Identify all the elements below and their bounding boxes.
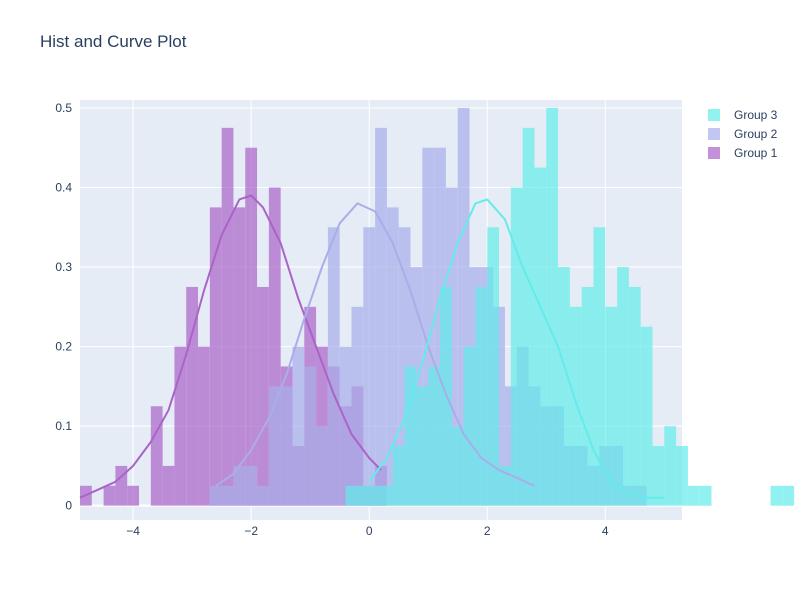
histogram-bar — [257, 286, 269, 506]
histogram-bar — [628, 286, 641, 506]
histogram-bar — [186, 286, 199, 506]
histogram-bar — [593, 227, 606, 506]
histogram-bar — [687, 485, 700, 506]
legend-label: Group 2 — [734, 127, 778, 141]
histogram-bar — [221, 485, 234, 506]
x-axis: −4 −2 0 2 4 — [126, 524, 609, 538]
histogram-bar — [363, 227, 376, 506]
x-tick-label: −2 — [244, 524, 258, 538]
histogram-bar — [369, 485, 381, 506]
histogram-bar — [351, 306, 364, 506]
histogram-bar — [233, 465, 246, 506]
histogram-bar — [209, 485, 222, 506]
legend-item[interactable]: Group 3 — [708, 108, 778, 122]
histogram-bar — [345, 485, 358, 506]
histogram-bar — [504, 386, 517, 506]
density-curve-group-3 — [368, 198, 665, 499]
x-tick-label: −4 — [126, 524, 140, 538]
histogram-bar — [404, 366, 417, 506]
legend[interactable]: Group 3 Group 2 Group 1 — [708, 108, 778, 160]
histogram-bar — [221, 127, 234, 506]
histogram-bar — [316, 426, 328, 506]
x-tick-label: 2 — [484, 524, 491, 538]
legend-label: Group 1 — [734, 146, 778, 160]
histogram-bar — [386, 207, 399, 506]
density-curves — [79, 194, 665, 499]
histogram-bar — [664, 426, 677, 506]
histogram-bar — [174, 346, 187, 506]
y-tick-label: 0 — [65, 499, 72, 513]
histogram-bar — [569, 306, 582, 506]
histogram-bar — [605, 306, 618, 506]
x-tick-label: 4 — [602, 524, 609, 538]
histogram-bar — [233, 207, 246, 506]
histogram-bar — [339, 346, 352, 506]
histogram-bar — [103, 485, 116, 506]
histogram-bar — [487, 227, 500, 506]
density-curve-group-2 — [215, 202, 535, 487]
histogram-bar — [162, 465, 175, 506]
histogram-bar — [416, 386, 429, 506]
histogram-bar — [499, 465, 511, 506]
histogram-bar — [245, 465, 258, 506]
histogram-bar — [392, 446, 405, 506]
histogram-bar — [209, 207, 222, 506]
y-tick-label: 0.1 — [55, 419, 72, 433]
histogram-bar — [280, 386, 293, 506]
histogram-bar — [581, 286, 594, 506]
histogram-bar — [245, 147, 258, 506]
histogram-bar — [428, 366, 441, 506]
histogram-bar — [268, 187, 281, 506]
histogram-bar — [327, 227, 340, 506]
histogram-bar — [115, 465, 128, 506]
histogram-bar — [381, 485, 393, 506]
histogram-bar — [782, 485, 795, 506]
histogram-bar — [617, 267, 629, 506]
y-tick-label: 0.2 — [55, 340, 72, 354]
histogram-bar — [676, 446, 688, 506]
legend-swatch — [708, 128, 720, 140]
y-tick-label: 0.5 — [55, 101, 72, 115]
histogram-bar — [268, 386, 281, 506]
histogram-bar — [640, 326, 653, 506]
histogram-bar — [510, 187, 523, 506]
histogram-bar — [699, 485, 712, 506]
histogram-bar — [546, 107, 559, 506]
histogram-bar — [127, 485, 140, 506]
histogram-bar — [198, 346, 210, 506]
histogram-bar — [375, 127, 387, 506]
legend-item[interactable]: Group 2 — [708, 127, 778, 141]
histogram-bar — [558, 267, 570, 506]
legend-label: Group 3 — [734, 108, 778, 122]
histogram-bar — [357, 485, 370, 506]
chart-title: Hist and Curve Plot — [40, 32, 187, 51]
legend-item[interactable]: Group 1 — [708, 146, 778, 160]
histogram-bar — [534, 167, 547, 506]
histogram-bar — [434, 147, 446, 506]
density-curve-group-1 — [79, 194, 382, 499]
y-axis: 0 0.1 0.2 0.3 0.4 0.5 — [55, 101, 72, 513]
histogram-bar — [304, 366, 317, 506]
histogram-bar — [150, 406, 163, 506]
histogram-bar — [451, 426, 464, 506]
y-tick-label: 0.3 — [55, 260, 72, 274]
y-tick-label: 0.4 — [55, 181, 72, 195]
histogram-bar — [493, 306, 505, 506]
x-tick-label: 0 — [366, 524, 373, 538]
histogram-bar — [652, 446, 665, 506]
histogram-bar — [292, 346, 305, 506]
histogram-bar — [257, 485, 269, 506]
histogram-bar — [422, 147, 435, 506]
histogram-bar — [770, 485, 783, 506]
histogram-bar — [463, 346, 476, 506]
legend-swatch — [708, 109, 720, 121]
histogram-bar — [475, 286, 488, 506]
histogram-bar — [457, 107, 470, 506]
legend-swatch — [708, 147, 720, 159]
histogram-bar — [522, 127, 535, 506]
